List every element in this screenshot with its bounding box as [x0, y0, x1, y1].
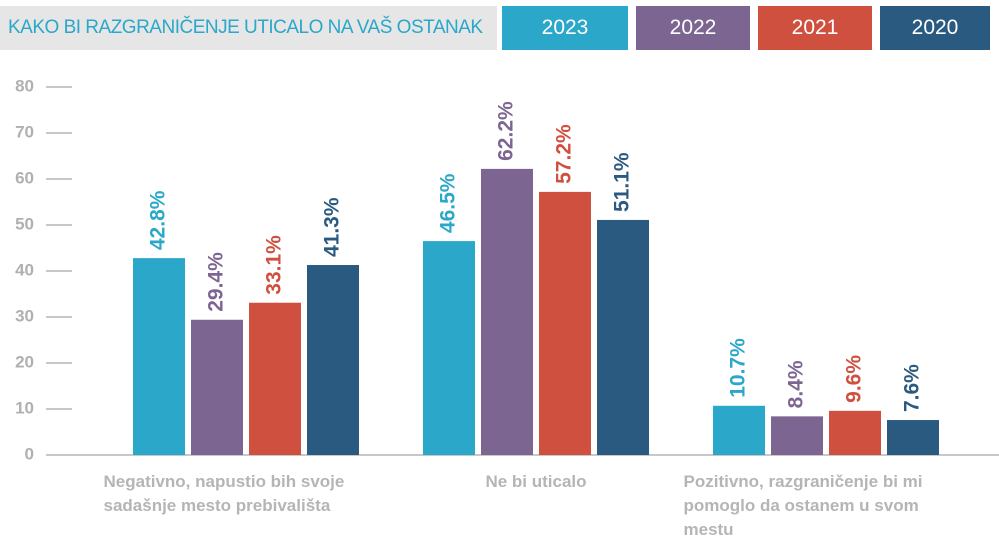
- data-label: 41.3%: [321, 197, 344, 257]
- y-tick-label: 40: [15, 260, 34, 279]
- data-label: 33.1%: [263, 235, 286, 295]
- data-label: 51.1%: [611, 152, 634, 212]
- y-tick-label: 30: [15, 306, 34, 325]
- chart-title: KAKO BI RAZGRANIČENJE UTICALO NA VAŠ OST…: [0, 6, 497, 50]
- data-label: 8.4%: [785, 360, 808, 408]
- data-label: 46.5%: [437, 173, 460, 233]
- category-text: Negativno, napustio bih svoje sadašnje m…: [103, 472, 345, 515]
- bar: [481, 168, 533, 455]
- bar: [249, 302, 301, 455]
- y-tick-label: 50: [15, 214, 34, 233]
- bar: [191, 319, 243, 455]
- x-tick-label: Ne bi uticalo: [386, 470, 686, 494]
- y-tick-label: 20: [15, 352, 34, 371]
- data-label: 62.2%: [495, 101, 518, 161]
- category-text: Pozitivno, razgraničenje bi mi pomoglo d…: [683, 472, 923, 539]
- data-label: 9.6%: [843, 355, 866, 403]
- bar: [307, 265, 359, 455]
- bar: [713, 405, 765, 455]
- y-tick-label: 10: [15, 398, 34, 417]
- y-tick-label: 80: [15, 76, 34, 95]
- category-text: Ne bi uticalo: [485, 472, 587, 491]
- y-tick-label: 0: [25, 444, 34, 463]
- bar: [771, 416, 823, 455]
- data-label: 57.2%: [553, 124, 576, 184]
- bar: [829, 410, 881, 455]
- y-tick-label: 60: [15, 168, 34, 187]
- legend-item: 2020: [880, 6, 990, 50]
- bar: [133, 258, 185, 455]
- bar: [597, 219, 649, 455]
- y-tick-label: 70: [15, 122, 34, 141]
- x-tick-label: Negativno, napustio bih svoje sadašnje m…: [96, 470, 396, 518]
- data-label: 42.8%: [147, 190, 170, 250]
- x-tick-label: Pozitivno, razgraničenje bi mi pomoglo d…: [676, 470, 976, 542]
- data-label: 10.7%: [727, 338, 750, 398]
- legend-item: 2021: [758, 6, 872, 50]
- bar: [423, 241, 475, 455]
- data-label: 7.6%: [901, 364, 924, 412]
- data-label: 29.4%: [205, 252, 228, 312]
- legend-item: 2022: [636, 6, 750, 50]
- chart: 0 10 20 30 40 50 60 70 80 42.8% 29.4% 33.1% 41.3% 46.…: [15, 76, 999, 463]
- bar: [539, 191, 591, 455]
- legend-item: 2023: [502, 6, 628, 50]
- bar: [887, 420, 939, 455]
